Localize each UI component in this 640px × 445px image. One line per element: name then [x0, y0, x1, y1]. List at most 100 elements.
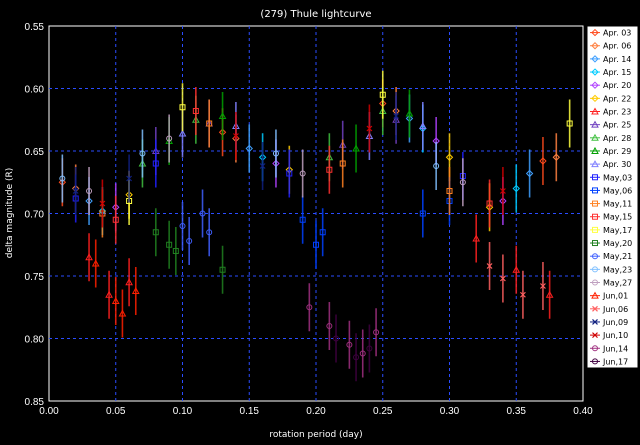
data-point	[111, 296, 120, 304]
data-point	[152, 229, 159, 236]
legend-marker	[592, 345, 598, 352]
data-point	[419, 210, 426, 217]
data-point	[366, 125, 373, 132]
legend-marker	[592, 226, 598, 233]
legend-marker	[592, 240, 598, 247]
data-point	[353, 354, 360, 361]
x-tick-label: 0.40	[573, 406, 593, 417]
legend-marker	[591, 120, 599, 128]
legend-marker	[591, 42, 599, 50]
x-tick-label: 0.05	[106, 406, 126, 417]
legend-label: Apr. 29	[603, 147, 631, 156]
data-point	[319, 229, 326, 236]
legend-label: May,11	[603, 200, 632, 209]
data-point	[218, 111, 227, 119]
data-point	[186, 238, 193, 244]
legend-marker	[591, 291, 599, 299]
data-point	[486, 263, 493, 269]
data-point	[393, 113, 400, 119]
legend-label: Apr. 30	[603, 160, 631, 169]
legend-label: May,03	[603, 173, 632, 182]
legend-marker	[591, 146, 599, 154]
data-point	[86, 188, 93, 194]
x-axis-label: rotation period (day)	[269, 430, 362, 440]
legend-marker	[592, 174, 598, 181]
legend-label: May,27	[603, 279, 632, 288]
data-point	[405, 109, 414, 117]
data-point	[72, 188, 79, 194]
data-point	[525, 169, 534, 178]
x-tick-label: 0.10	[173, 406, 193, 417]
data-point	[179, 223, 186, 229]
legend-label: Apr. 06	[603, 42, 631, 51]
legend-marker	[592, 213, 598, 220]
data-point	[125, 278, 133, 286]
legend-marker	[592, 332, 598, 339]
data-point	[286, 170, 293, 177]
legend-label: Apr. 22	[603, 94, 631, 103]
data-point	[85, 253, 93, 261]
data-point	[178, 129, 187, 137]
data-point	[313, 241, 319, 248]
data-point	[172, 248, 179, 254]
data-point	[139, 150, 146, 157]
x-tick-label: 0.35	[507, 406, 527, 417]
legend-marker	[591, 68, 599, 76]
legend-label: Jun,10	[602, 331, 628, 340]
legend-marker	[592, 279, 598, 286]
legend-marker	[591, 55, 599, 63]
legend-label: Apr. 25	[603, 121, 631, 130]
data-point	[379, 91, 386, 98]
legend-marker	[592, 253, 598, 260]
legend-label: Apr. 20	[603, 81, 631, 90]
data-point	[112, 216, 119, 223]
legend-label: Apr. 28	[603, 134, 631, 143]
data-point	[326, 323, 333, 329]
data-points	[58, 70, 573, 382]
data-point	[540, 283, 546, 289]
y-tick-label: 0.65	[25, 147, 45, 158]
y-tick-label: 0.75	[25, 272, 45, 283]
data-point	[486, 200, 493, 207]
legend-label: May,15	[603, 213, 632, 222]
data-point	[520, 291, 526, 298]
legend-label: May,21	[603, 252, 632, 261]
y-tick-labels: 0.55 0.60 0.65 0.70 0.75 0.80 0.85	[25, 22, 45, 408]
data-point	[206, 229, 213, 236]
x-tick-labels: 0.00 0.05 0.10 0.15 0.20 0.25 0.30 0.35 0.40	[39, 406, 593, 417]
legend: Apr. 03 Apr. 06 Apr. 14 Apr. 15 Apr. 20 Apr. …	[586, 25, 639, 369]
data-point	[333, 335, 340, 342]
data-point	[373, 329, 380, 336]
y-tick-label: 0.80	[25, 335, 45, 346]
data-point	[512, 184, 520, 193]
data-point	[272, 150, 279, 157]
legend-label: Jun,09	[602, 318, 628, 327]
legend-label: Jun,14	[602, 344, 628, 353]
data-point	[59, 175, 66, 182]
legend-label: Apr. 03	[603, 29, 631, 38]
data-point	[512, 265, 521, 273]
data-point	[346, 341, 353, 348]
data-point	[299, 216, 306, 223]
data-point	[359, 350, 366, 357]
data-point	[299, 170, 306, 177]
x-tick-label: 0.15	[240, 406, 260, 417]
legend-marker	[591, 133, 599, 141]
legend-marker	[591, 160, 599, 168]
x-tick-label: 0.30	[440, 406, 460, 417]
legend-marker	[591, 107, 599, 115]
data-point	[232, 133, 239, 139]
data-point	[446, 188, 453, 194]
data-point	[366, 345, 373, 352]
data-point	[192, 108, 199, 114]
data-point	[499, 275, 506, 282]
data-point	[539, 157, 547, 165]
data-point	[306, 304, 313, 311]
legend-marker	[592, 200, 598, 207]
legend-marker	[592, 319, 598, 325]
data-point	[179, 104, 186, 111]
legend-label: Jun,06	[602, 305, 628, 314]
chart-title: (279) Thule lightcurve	[260, 9, 371, 20]
legend-marker	[592, 266, 598, 273]
